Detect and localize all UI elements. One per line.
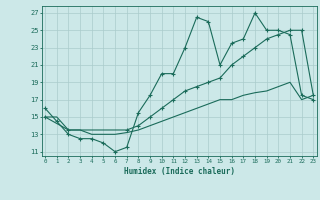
X-axis label: Humidex (Indice chaleur): Humidex (Indice chaleur) — [124, 167, 235, 176]
